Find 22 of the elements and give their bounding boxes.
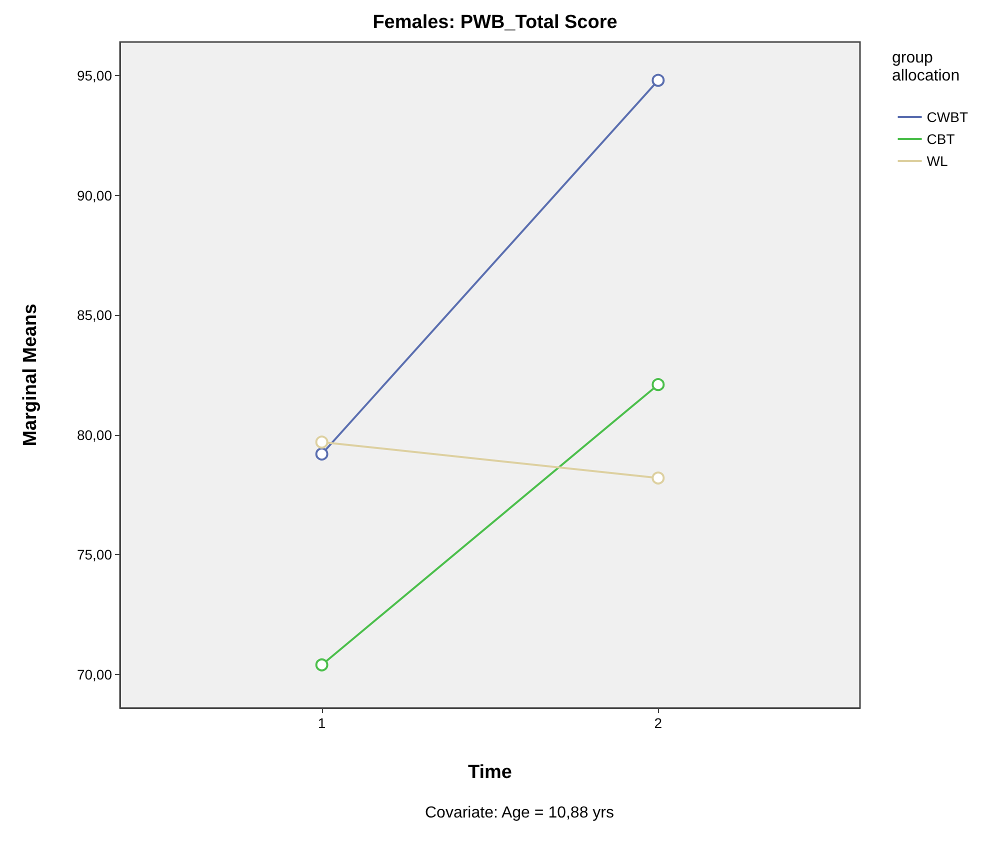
y-axis-title: Marginal Means <box>20 304 41 446</box>
y-tick-label: 90,00 <box>76 187 112 204</box>
y-tick-label: 70,00 <box>76 666 112 682</box>
point <box>315 448 328 461</box>
point <box>315 658 328 672</box>
legend-title: group allocation <box>892 50 960 84</box>
point <box>652 74 665 87</box>
legend-label: CBT <box>926 131 956 147</box>
y-tick-label: 85,00 <box>76 307 112 324</box>
point <box>315 436 328 449</box>
y-tick-label: 75,00 <box>76 546 112 563</box>
x-axis-title: Time <box>468 762 512 783</box>
x-tick-label: 1 <box>318 715 326 731</box>
point <box>652 378 665 392</box>
legend-label: WL <box>926 153 948 169</box>
text: Covariate: Age = 10,88 yrs <box>425 804 614 822</box>
point <box>652 472 665 485</box>
y-tick-label: 95,00 <box>76 68 112 84</box>
legend-label: CWBT <box>926 109 968 125</box>
x-tick-label: 2 <box>654 715 662 731</box>
y-tick-label: 80,00 <box>76 426 112 443</box>
chart-title: Females: PWB_Total Score <box>372 12 618 33</box>
